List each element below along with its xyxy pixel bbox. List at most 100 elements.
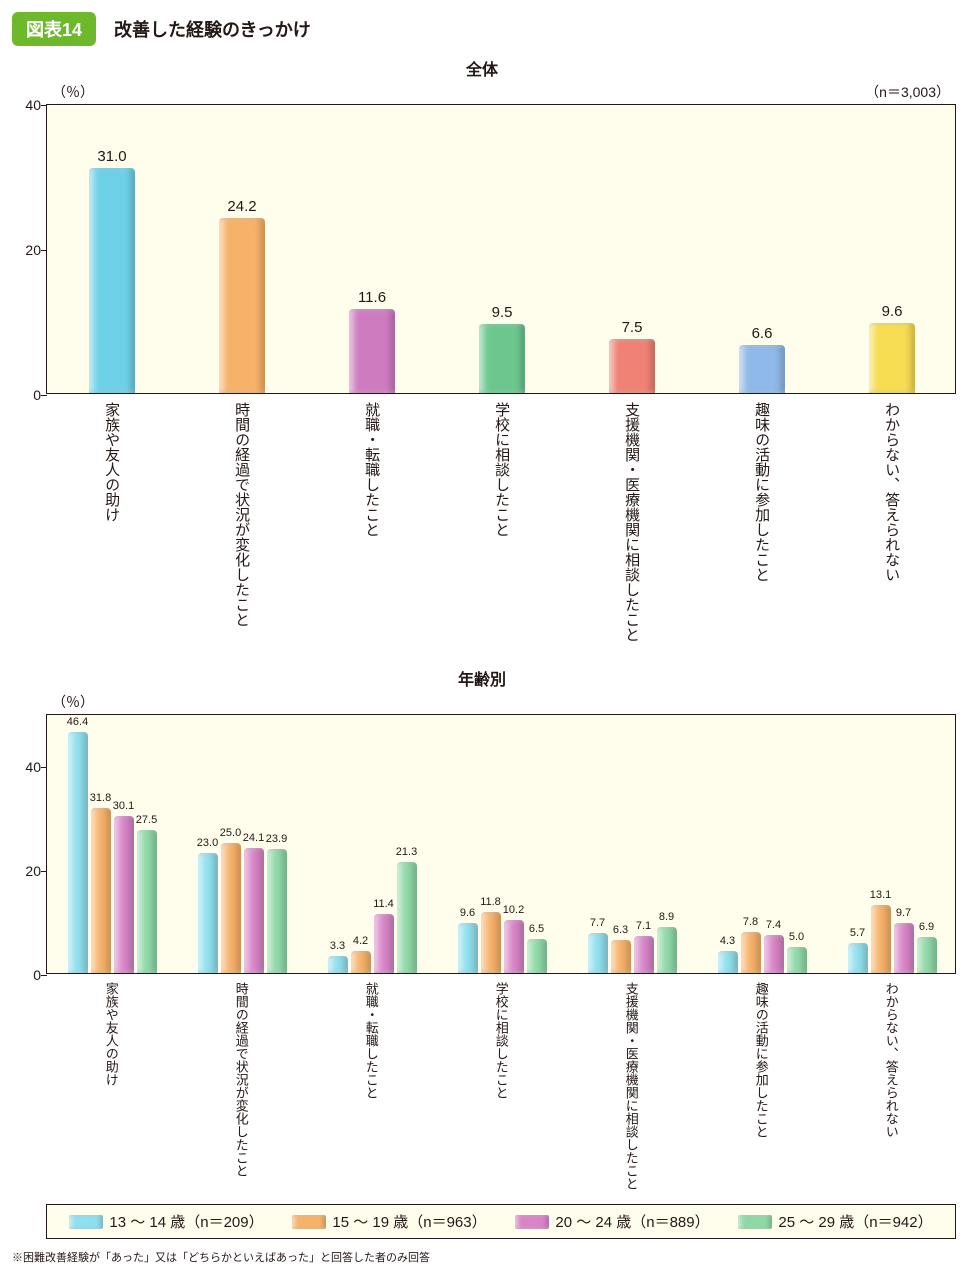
- chart2-bar-value: 6.5: [529, 923, 544, 935]
- chart1-bar-group: 9.5: [437, 324, 567, 393]
- chart1-bar-group: 7.5: [567, 339, 697, 393]
- chart2-bar-value: 46.4: [67, 716, 88, 728]
- chart2-bar: 30.1: [114, 816, 134, 973]
- chart2-bar-group: 9.611.810.26.5: [458, 912, 547, 973]
- chart2-bar: 11.8: [481, 912, 501, 973]
- chart1-xlabel: 時間の経過で状況が変化したこと: [231, 402, 251, 642]
- chart2-ytick: 0: [13, 967, 41, 983]
- chart2-bar-value: 11.8: [480, 896, 501, 908]
- chart1-bar: 6.6: [739, 345, 785, 393]
- legend-label: 13 ～ 14 歳（n＝209）: [109, 1211, 263, 1232]
- chart2-bar-value: 7.7: [590, 917, 605, 929]
- chart2-bar: 7.7: [588, 933, 608, 973]
- chart1-xlabel: 支援機関・医療機関に相談したこと: [621, 402, 641, 642]
- chart2-bar: 21.3: [397, 862, 417, 973]
- chart2-bar-value: 10.2: [503, 904, 524, 916]
- chart2-bar: 3.3: [328, 956, 348, 973]
- chart1-bar-value: 9.6: [882, 303, 903, 320]
- chart2-unit-row: （％）: [46, 692, 956, 714]
- chart1-bar-value: 11.6: [358, 289, 386, 306]
- chart2-bar-value: 25.0: [220, 827, 241, 839]
- legend-label: 25 ～ 29 歳（n＝942）: [778, 1211, 932, 1232]
- chart2-bar-group: 23.025.024.123.9: [198, 843, 287, 973]
- chart1-bar-group: 24.2: [177, 218, 307, 393]
- chart2-bar-value: 30.1: [113, 800, 134, 812]
- chart1-bar-value: 6.6: [752, 325, 773, 342]
- chart2-xlabel: 支援機関・医療機関に相談したこと: [622, 982, 640, 1190]
- chart1-bar-value: 24.2: [227, 198, 256, 215]
- chart2-bar-group: 4.37.87.45.0: [718, 932, 807, 973]
- chart1-unit: （％）: [52, 82, 94, 102]
- legend-item: 13 ～ 14 歳（n＝209）: [69, 1211, 263, 1232]
- chart1-bar: 9.5: [479, 324, 525, 393]
- chart1-ytick: 0: [13, 387, 41, 403]
- chart2-bar: 8.9: [657, 927, 677, 973]
- chart1-subhead: 全体: [12, 56, 952, 80]
- chart2-xlabel: 家族や友人の助け: [102, 982, 120, 1190]
- chart1-ytick: 40: [13, 97, 41, 113]
- chart2-bar-value: 13.1: [870, 889, 891, 901]
- chart1-bar: 31.0: [89, 168, 135, 393]
- chart1-plot: 0204031.024.211.69.57.56.69.6: [46, 104, 956, 394]
- chart2-bar: 6.9: [917, 937, 937, 973]
- chart2-bar: 5.0: [787, 947, 807, 973]
- chart2-bar: 7.4: [764, 935, 784, 973]
- chart2-bar: 11.4: [374, 914, 394, 973]
- chart1-n: （n＝3,003）: [865, 82, 950, 102]
- chart2-bar: 9.6: [458, 923, 478, 973]
- chart2-bar-value: 3.3: [330, 940, 345, 952]
- chart1-bar-value: 9.5: [492, 304, 513, 321]
- chart2-bar: 27.5: [137, 830, 157, 973]
- chart2-bar: 46.4: [68, 732, 88, 973]
- chart2-bar: 23.0: [198, 853, 218, 973]
- chart1-xlabel: 家族や友人の助け: [101, 402, 121, 642]
- chart2-bar: 6.5: [527, 939, 547, 973]
- figure-title: 改善した経験のきっかけ: [114, 16, 311, 42]
- chart2-bar-value: 5.0: [789, 931, 804, 943]
- chart2-bar: 25.0: [221, 843, 241, 973]
- chart2-bar-value: 8.9: [659, 911, 674, 923]
- chart2-bar-value: 9.6: [460, 907, 475, 919]
- figure-badge: 図表14: [12, 12, 96, 46]
- chart1-bar: 11.6: [349, 309, 395, 393]
- chart2-bar-value: 7.1: [636, 920, 651, 932]
- chart2-bar: 23.9: [267, 849, 287, 973]
- chart2-xlabel: わからない、答えられない: [882, 982, 900, 1190]
- chart2-bar-value: 27.5: [136, 814, 157, 826]
- chart2-bar: 4.3: [718, 951, 738, 973]
- chart2-ytick: 40: [13, 759, 41, 775]
- chart1-ytick: 20: [13, 242, 41, 258]
- chart2-bar-value: 6.3: [613, 924, 628, 936]
- chart2-bar: 31.8: [91, 808, 111, 973]
- chart1-bar-group: 6.6: [697, 345, 827, 393]
- legend-item: 15 ～ 19 歳（n＝963）: [292, 1211, 486, 1232]
- chart1-bar: 7.5: [609, 339, 655, 393]
- chart2-bar: 7.8: [741, 932, 761, 973]
- chart2-bar: 9.7: [894, 923, 914, 973]
- chart2-subhead: 年齢別: [12, 666, 952, 690]
- chart2-bar: 13.1: [871, 905, 891, 973]
- chart1-bar: 9.6: [869, 323, 915, 393]
- chart2-xlabels: 家族や友人の助け時間の経過で状況が変化したこと就職・転職したこと学校に相談したこ…: [46, 974, 956, 1190]
- chart2-bar-value: 23.9: [266, 833, 287, 845]
- chart2-bar-value: 7.8: [743, 916, 758, 928]
- chart2-bar-group: 7.76.37.18.9: [588, 927, 677, 973]
- legend-item: 20 ～ 24 歳（n＝889）: [515, 1211, 709, 1232]
- chart1-bar: 24.2: [219, 218, 265, 393]
- chart2-bar-group: 5.713.19.76.9: [848, 905, 937, 973]
- chart2-bar: 4.2: [351, 951, 371, 973]
- chart2-bar: 6.3: [611, 940, 631, 973]
- chart2-bar: 7.1: [634, 936, 654, 973]
- chart2-bar-value: 5.7: [850, 927, 865, 939]
- chart2-bar-value: 31.8: [90, 792, 111, 804]
- chart2-bar-value: 6.9: [919, 921, 934, 933]
- chart1-xlabel: 就職・転職したこと: [361, 402, 381, 642]
- figure-header: 図表14 改善した経験のきっかけ: [12, 12, 952, 46]
- chart1-bar-value: 7.5: [622, 319, 643, 336]
- chart2-bar-value: 9.7: [896, 907, 911, 919]
- chart2-bar-value: 4.2: [353, 935, 368, 947]
- chart1-bar-value: 31.0: [97, 148, 126, 165]
- chart2-bar: 10.2: [504, 920, 524, 973]
- chart2-ytick: 20: [13, 863, 41, 879]
- chart2-bar-value: 23.0: [197, 837, 218, 849]
